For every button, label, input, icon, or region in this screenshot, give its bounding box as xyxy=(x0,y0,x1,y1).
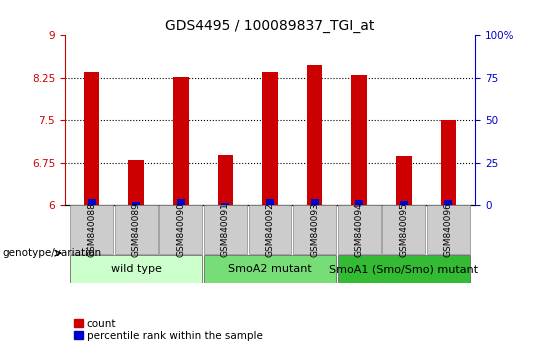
Bar xyxy=(352,75,367,205)
Bar xyxy=(70,205,113,253)
Bar xyxy=(204,205,247,253)
Text: GSM840094: GSM840094 xyxy=(355,202,364,257)
Bar xyxy=(218,155,233,205)
Text: wild type: wild type xyxy=(111,264,161,274)
Bar xyxy=(441,120,456,205)
Bar xyxy=(355,200,363,205)
Bar xyxy=(444,200,453,205)
Bar xyxy=(310,199,319,205)
Bar xyxy=(338,255,470,283)
Bar xyxy=(173,77,188,205)
Text: SmoA2 mutant: SmoA2 mutant xyxy=(228,264,312,274)
Bar xyxy=(338,205,381,253)
Text: GSM840095: GSM840095 xyxy=(399,202,408,257)
Bar xyxy=(84,72,99,205)
Legend: count, percentile rank within the sample: count, percentile rank within the sample xyxy=(70,315,267,345)
Text: genotype/variation: genotype/variation xyxy=(3,248,102,258)
Bar xyxy=(382,205,425,253)
Bar xyxy=(400,201,408,205)
Title: GDS4495 / 100089837_TGI_at: GDS4495 / 100089837_TGI_at xyxy=(165,19,375,33)
Text: SmoA1 (Smo/Smo) mutant: SmoA1 (Smo/Smo) mutant xyxy=(329,264,478,274)
Bar xyxy=(129,160,144,205)
Bar xyxy=(132,202,140,205)
Bar xyxy=(70,255,202,283)
Text: GSM840089: GSM840089 xyxy=(132,202,141,257)
Bar xyxy=(293,205,336,253)
Bar xyxy=(115,205,158,253)
Bar xyxy=(307,65,322,205)
Bar xyxy=(221,203,229,205)
Bar xyxy=(427,205,470,253)
Bar xyxy=(159,205,202,253)
Text: GSM840088: GSM840088 xyxy=(87,202,96,257)
Text: GSM840093: GSM840093 xyxy=(310,202,319,257)
Text: GSM840091: GSM840091 xyxy=(221,202,230,257)
Bar xyxy=(204,255,336,283)
Text: GSM840090: GSM840090 xyxy=(176,202,185,257)
Text: GSM840096: GSM840096 xyxy=(444,202,453,257)
Text: GSM840092: GSM840092 xyxy=(266,202,274,257)
Bar xyxy=(266,199,274,205)
Bar xyxy=(396,156,411,205)
Bar xyxy=(87,199,96,205)
Bar xyxy=(177,199,185,205)
Bar xyxy=(248,205,292,253)
Bar xyxy=(262,72,278,205)
